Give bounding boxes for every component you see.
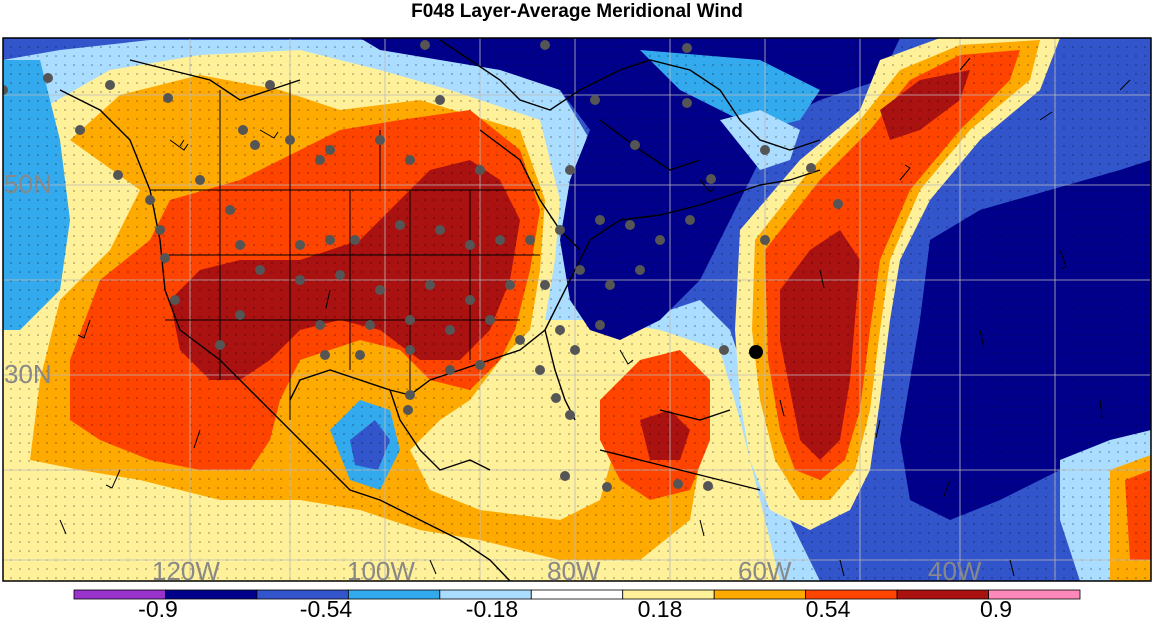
wind-field	[3, 38, 1151, 581]
colorbar-swatch	[347, 589, 441, 600]
coastlines	[59, 39, 821, 581]
colorbar-swatch	[896, 589, 989, 600]
colorbar-label: -0.9	[138, 596, 178, 622]
colorbar-swatch	[530, 589, 624, 600]
observation-stations	[3, 40, 843, 492]
colorbar-swatch	[713, 589, 807, 600]
colorbar-label: 0.18	[637, 596, 683, 622]
lon-label-80w: 80W	[547, 556, 601, 586]
lat-label-30n: 30N	[4, 359, 52, 389]
colorbar-label: 0.54	[805, 596, 851, 622]
colorbar-label: 0.9	[980, 596, 1012, 622]
lon-label-40w: 40W	[928, 556, 982, 586]
colorbar-swatch	[165, 589, 258, 600]
highlight-station	[749, 345, 763, 359]
colorbar	[73, 589, 1081, 600]
political-borders	[150, 80, 540, 420]
lat-label-50n: 50N	[4, 169, 52, 199]
colorbar-label: -0.54	[299, 596, 353, 622]
significance-stipple	[3, 38, 1151, 581]
map-title: F048 Layer-Average Meridional Wind	[411, 1, 743, 22]
map-frame	[2, 37, 1152, 582]
wind-barbs	[59, 57, 1131, 577]
lon-label-100w: 100W	[347, 556, 415, 586]
colorbar-label: -0.18	[465, 596, 519, 622]
colorbar-swatch	[988, 589, 1081, 600]
lon-label-60w: 60W	[738, 556, 792, 586]
lon-label-120w: 120W	[152, 556, 220, 586]
